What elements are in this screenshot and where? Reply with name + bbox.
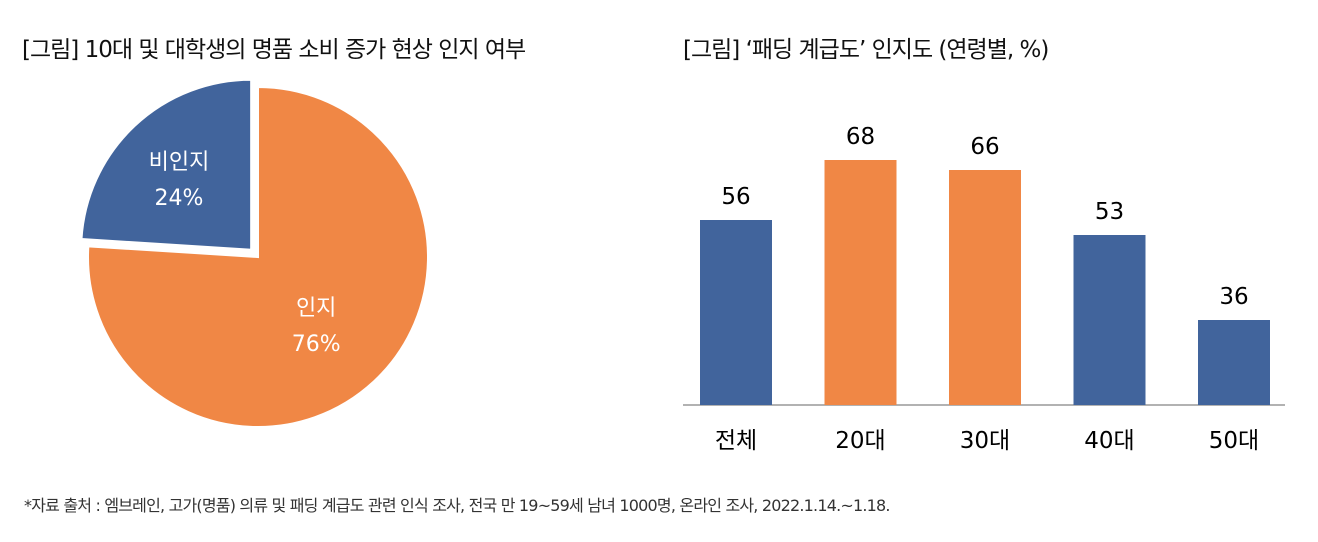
- footnote: *자료 출처 : 엠브레인, 고가(명품) 의류 및 패딩 계급도 관련 인식 …: [24, 496, 891, 515]
- bar: [1073, 235, 1146, 405]
- bar-value-label: 56: [721, 184, 750, 210]
- slice-value-label: 24%: [155, 186, 204, 211]
- bar: [949, 170, 1021, 405]
- bar-value-label: 68: [846, 124, 875, 150]
- x-tick-label: 전체: [715, 428, 757, 454]
- bar-chart-title: [그림] ‘패딩 계급도’ 인지도 (연령별, %): [683, 37, 1049, 63]
- bar: [824, 160, 897, 405]
- bar-value-label: 66: [970, 134, 999, 160]
- slice-value-label: 76%: [292, 332, 341, 357]
- pie-slice: [87, 85, 429, 428]
- slice-label: 인지: [296, 296, 336, 321]
- pie-slice: [80, 78, 253, 251]
- pie-chart-title: [그림] 10대 및 대학생의 명품 소비 증가 현상 인지 여부: [22, 37, 526, 63]
- slice-label: 비인지: [149, 150, 210, 175]
- x-tick-label: 30대: [960, 428, 1010, 454]
- bar: [700, 220, 772, 405]
- x-tick-label: 40대: [1084, 428, 1134, 454]
- bar-value-label: 53: [1095, 199, 1124, 225]
- bar: [1198, 320, 1270, 405]
- x-tick-label: 20대: [835, 428, 885, 454]
- bar-value-label: 36: [1219, 284, 1248, 310]
- x-tick-label: 50대: [1209, 428, 1259, 454]
